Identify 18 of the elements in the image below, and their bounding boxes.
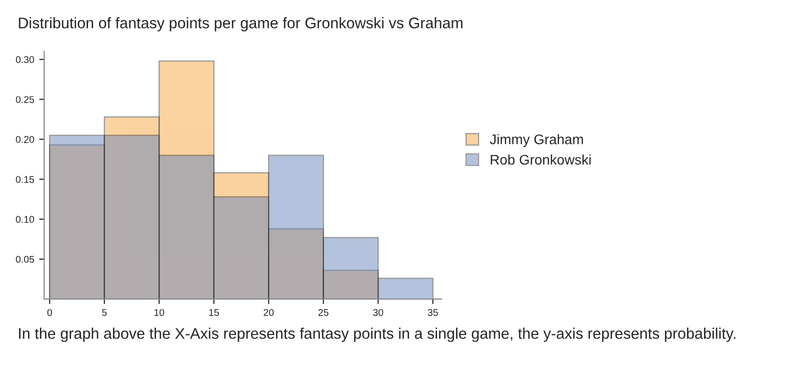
y-tick-label: 0.10	[16, 216, 34, 223]
legend-label: Rob Gronkowski	[490, 154, 591, 165]
y-tick-label: 0.20	[16, 136, 34, 143]
y-tick-label: 0.30	[16, 56, 34, 64]
x-tick-label: 20	[264, 309, 274, 316]
x-tick-label: 15	[209, 309, 219, 316]
legend-label: Jimmy Graham	[490, 134, 583, 148]
x-tick-label: 10	[154, 309, 164, 316]
y-tick-label: 0.15	[16, 176, 34, 183]
y-tick-label: 0.05	[16, 256, 34, 263]
x-tick-label: 0	[47, 309, 52, 316]
y-tick-label: 0.25	[16, 96, 34, 103]
x-tick-label: 5	[102, 309, 107, 316]
x-tick-label: 30	[373, 309, 384, 316]
text: In the graph above the X-Axis represents fantasy points in a single game, the y-axis represents probability.	[19, 328, 736, 342]
x-tick-label: 35	[428, 309, 438, 316]
chart-title: Distribution of fantasy points per game for Gronkowski vs Graham	[18, 17, 462, 32]
x-tick-label: 25	[318, 309, 328, 316]
